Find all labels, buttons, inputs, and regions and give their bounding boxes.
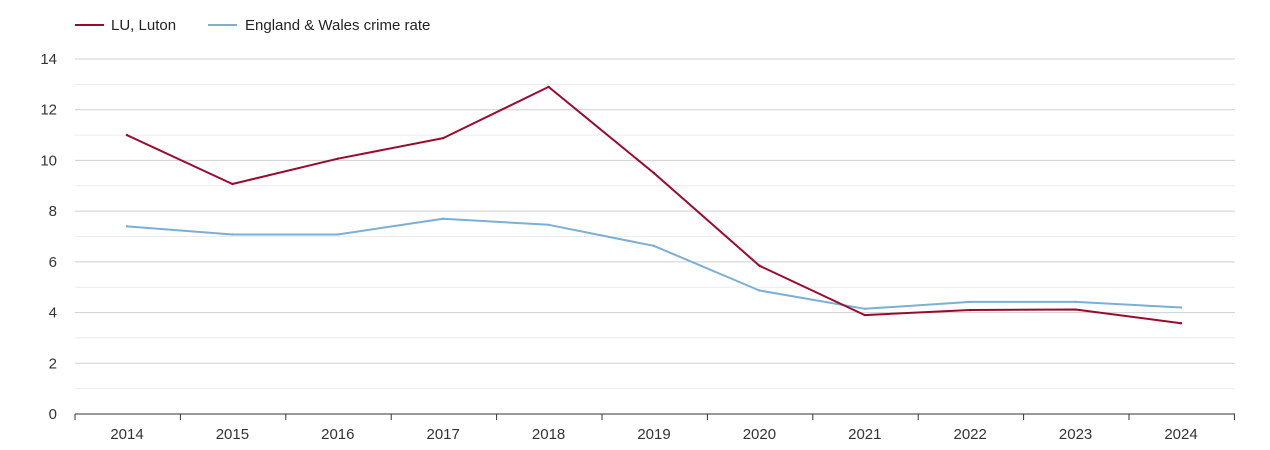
data-point-luton [652, 171, 656, 175]
data-point-luton [863, 313, 866, 317]
x-tick-label: 2020 [743, 426, 776, 443]
legend: LU, Luton England & Wales crime rate [75, 17, 430, 34]
data-point-luton [1179, 322, 1183, 325]
series-line-luton[interactable] [126, 85, 1182, 325]
x-axis: 2014 2015 2016 2017 2018 2019 2020 2021 2022 2023… [74, 413, 1235, 443]
data-point-luton [758, 264, 761, 267]
y-tick-label: 0 [49, 406, 57, 423]
data-point-england-wales [863, 307, 866, 310]
series-line-england-wales[interactable] [126, 217, 1182, 310]
x-tick-label: 2022 [954, 426, 987, 443]
legend-label-luton: LU, Luton [111, 17, 176, 34]
x-tick-label: 2019 [637, 426, 670, 443]
x-tick-label: 2021 [848, 426, 881, 443]
x-tick-label: 2014 [110, 426, 143, 443]
x-tick-label: 2024 [1164, 426, 1197, 443]
x-tick-label: 2018 [532, 426, 565, 443]
x-tick-label: 2016 [321, 426, 354, 443]
data-point-england-wales [652, 244, 656, 248]
data-point-england-wales [442, 217, 445, 220]
y-tick-label: 12 [40, 102, 57, 119]
data-point-england-wales [758, 289, 761, 292]
data-point-luton [336, 157, 339, 160]
y-tick-label: 2 [49, 355, 57, 372]
data-point-luton [125, 133, 129, 137]
data-point-luton [442, 136, 445, 140]
legend-label-england-wales: England & Wales crime rate [245, 17, 430, 34]
data-point-luton [1074, 308, 1077, 311]
data-point-england-wales [1074, 300, 1077, 304]
y-tick-label: 8 [49, 203, 57, 220]
x-tick-label: 2015 [216, 426, 249, 443]
data-point-england-wales [336, 233, 339, 236]
legend-item-england-wales[interactable]: England & Wales crime rate [208, 17, 430, 34]
y-axis: 0 2 4 6 8 10 12 14 [40, 51, 57, 423]
data-point-england-wales [547, 223, 550, 227]
y-tick-label: 14 [40, 51, 57, 68]
legend-item-luton[interactable]: LU, Luton [75, 17, 176, 34]
data-point-luton [969, 308, 972, 312]
y-tick-label: 6 [49, 254, 57, 271]
data-point-luton [231, 182, 234, 186]
x-tick-label: 2017 [427, 426, 460, 443]
gridlines [75, 58, 1235, 390]
data-point-england-wales [125, 225, 129, 228]
data-point-england-wales [1179, 306, 1183, 309]
data-point-england-wales [231, 233, 234, 236]
data-point-england-wales [969, 300, 972, 304]
y-tick-label: 4 [49, 305, 57, 322]
y-tick-label: 10 [40, 152, 57, 169]
x-tick-label: 2023 [1059, 426, 1092, 443]
data-point-luton [547, 85, 550, 89]
series-layer [125, 85, 1183, 325]
